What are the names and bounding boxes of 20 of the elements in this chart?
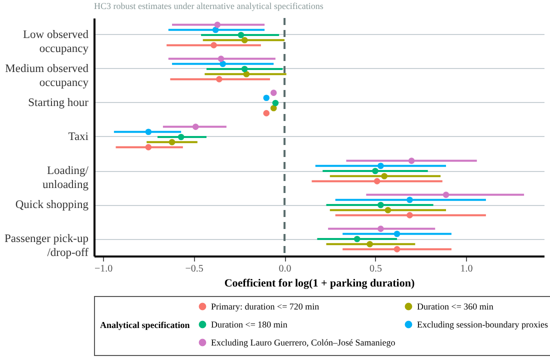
y-tick-label: Taxi	[68, 131, 88, 143]
legend-label: Duration <= 180 min	[211, 320, 288, 330]
legend-label: Excluding Lauro Guerrero, Colón–José Samaniego	[211, 338, 396, 348]
x-tick-label: −0.5	[185, 264, 204, 274]
y-tick-label: Loading/unloading	[42, 165, 90, 191]
x-axis-title: Coefficient for log(1 + parking duration)	[224, 278, 415, 290]
y-tick-label: Quick shopping	[15, 199, 89, 211]
y-tick-label: Medium observed occupancy	[5, 63, 89, 89]
x-tick-label: −1.0	[94, 264, 113, 274]
x-tick-label: 1.0	[460, 264, 473, 274]
chart-title: HC3 robust estimates under alternative analytical specifications	[94, 1, 324, 11]
legend-label: Duration <= 360 min	[417, 302, 494, 312]
legend-title: Analytical specification	[100, 320, 190, 330]
legend-label: Excluding session-boundary proxies	[417, 320, 548, 330]
y-tick-label: Low observed occupancy	[23, 29, 89, 55]
y-tick-label: Starting hour	[28, 97, 89, 109]
x-tick-label: 0.5	[370, 264, 382, 274]
x-tick-label: 0.0	[278, 264, 292, 274]
y-tick-label: Passenger pick-up/drop-off	[4, 233, 89, 259]
legend-label: Primary: duration <= 720 min	[211, 302, 320, 312]
